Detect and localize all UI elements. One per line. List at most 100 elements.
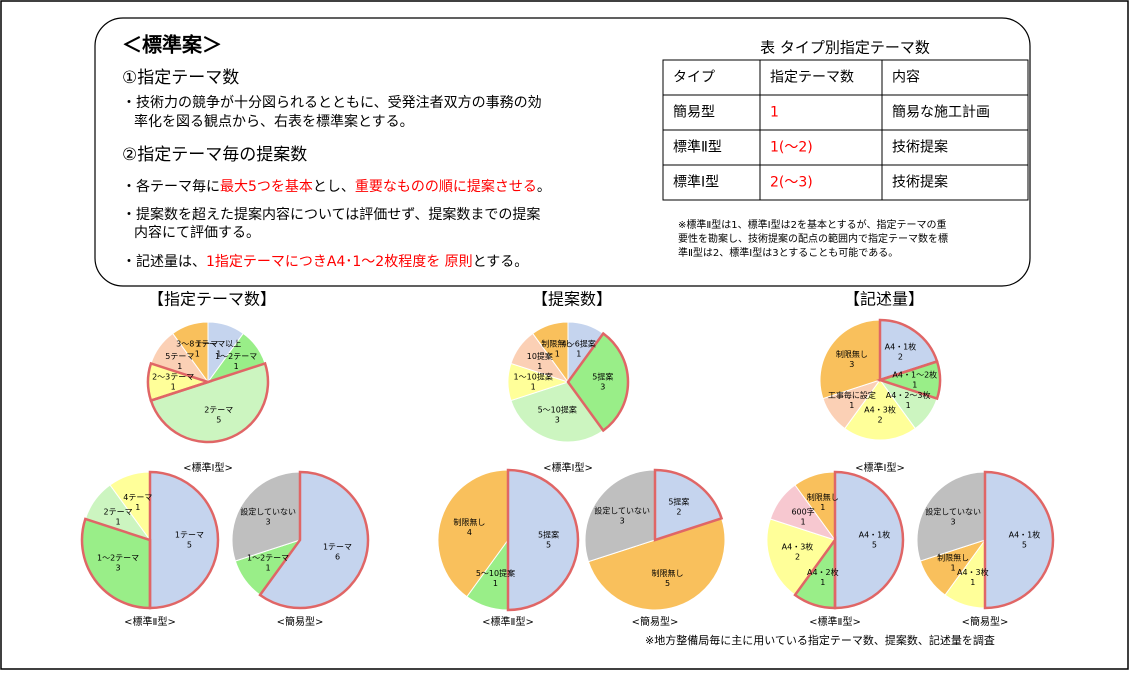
slice-value: 1: [195, 349, 200, 358]
panel-title: ＜標準案＞: [122, 33, 222, 57]
slice-highlight: [146, 361, 213, 403]
slice-value: 1: [970, 578, 975, 587]
slice-value: 1: [234, 362, 239, 371]
slice-value: 1: [820, 503, 825, 512]
slice-label: 5提案: [668, 497, 689, 507]
slice-value: 1: [906, 401, 911, 410]
slice-value: 3: [266, 517, 271, 526]
slice-label: 1～2テーマ: [97, 554, 139, 563]
table-header: タイプ: [673, 70, 715, 86]
slice-label: 4テーマ: [123, 493, 152, 502]
slice-value: 1: [116, 517, 121, 526]
pie-slice: [584, 469, 656, 563]
slice-label: A4・1枚: [885, 341, 917, 351]
pie-slice: [532, 321, 569, 384]
slice-label: A4・3枚: [782, 542, 814, 552]
footnote: ※地方整備局毎に主に用いている指定テーマ数、提案数、記述量を調査: [645, 633, 995, 647]
slice-label: 設定していない: [925, 506, 981, 516]
table-cell: [881, 129, 1029, 166]
bullet-line: ・各テーマ毎に最大5つを基本とし、重要なものの順に提案させる。: [122, 178, 551, 195]
slice-value: 1: [912, 381, 917, 390]
table-text: 1: [770, 105, 779, 121]
slice-label: 5～10提案: [476, 568, 515, 578]
slice-label: 600字: [791, 506, 814, 516]
slice-highlight: [258, 470, 370, 610]
slice-label: 2テーマ: [104, 507, 133, 516]
pie-slice: [437, 469, 509, 598]
slice-label: A4・1～2枚: [892, 370, 937, 380]
slice-label: 3～8テーマ: [176, 339, 218, 348]
bullet-line: ・提案数を超えた提案内容については評価せず、提案数までの提案: [122, 206, 540, 223]
pie-slice: [844, 379, 916, 441]
slice-value: 2: [877, 415, 882, 424]
table-cell: [662, 164, 761, 201]
table-cell: [662, 129, 761, 166]
text-run: ・提案数を超えた提案内容については評価せず、提案数までの提案: [122, 206, 540, 223]
group-title: 【指定テーマ数】: [148, 290, 276, 309]
slice-value: 5: [1022, 541, 1027, 550]
slice-label: 1テーマ以上: [196, 339, 241, 348]
slice-highlight: [983, 470, 1055, 610]
slice-label: 5～10提案: [538, 405, 577, 415]
slice-highlight: [653, 468, 724, 542]
pie-caption: <標準Ⅰ型>: [855, 461, 905, 474]
slice-label: 1テーマ: [175, 531, 204, 540]
pie-caption: <標準Ⅰ型>: [183, 461, 233, 474]
section-heading: ①指定テーマ数: [122, 68, 239, 88]
slice-label: 1テーマ: [323, 543, 352, 552]
bullet-line: 内容にて評価する。: [134, 224, 260, 241]
table-header: 内容: [892, 69, 920, 86]
slice-value: 1: [493, 579, 498, 588]
slice-value: 1: [576, 349, 581, 358]
slice-label: 5テーマ: [165, 352, 194, 361]
pie-caption: <標準Ⅱ型>: [124, 615, 176, 628]
slice-value: 1: [801, 517, 806, 526]
slice-value: 1: [266, 564, 271, 573]
slice-value: 3: [951, 517, 956, 526]
slice-label: A4・1枚: [859, 530, 891, 540]
slice-label: 1～10提案: [514, 372, 553, 382]
text-run: 。: [537, 179, 551, 195]
text-run: 内容にて評価する。: [134, 224, 260, 241]
slice-value: 1: [555, 349, 560, 358]
table-text: 簡易な施工計画: [892, 105, 990, 121]
pie-caption: <簡易型>: [632, 615, 679, 628]
pie-slice: [510, 381, 604, 443]
slice-label: 2テーマ: [204, 406, 233, 415]
slice-highlight: [149, 361, 270, 444]
pie-slice: [766, 518, 836, 596]
text-run: 重要なものの順に提案させる: [355, 178, 537, 195]
table-cell: [881, 164, 1029, 201]
table-note: 準Ⅱ型は2、標準Ⅰ型は3とすることも可能である。: [678, 246, 898, 259]
slice-highlight: [878, 318, 939, 382]
slice-value: 4: [467, 528, 472, 537]
slice-label: A4・1枚: [1009, 530, 1041, 540]
slice-label: A4・3枚: [957, 567, 989, 577]
slice-value: 2: [795, 553, 800, 562]
table-header: 指定テーマ数: [770, 70, 854, 86]
slice-label: 設定していない: [240, 506, 296, 516]
table-caption: 表 タイプ別指定テーマ数: [760, 39, 930, 57]
text-run: ・各テーマ毎に: [122, 179, 220, 195]
pie-slice: [819, 319, 881, 400]
slice-highlight: [833, 470, 905, 610]
table-cell: [759, 59, 883, 96]
text-run: とし、: [313, 179, 355, 195]
section-heading: ②指定テーマ毎の提案数: [122, 145, 307, 165]
slice-value: 1: [531, 383, 536, 392]
slice-label: 制限無し: [453, 517, 485, 527]
text-run: 最大5つを基本: [220, 178, 313, 195]
slice-value: 1: [177, 362, 182, 371]
text-run: ・記述量は、: [122, 253, 206, 270]
slice-value: 5: [872, 541, 877, 550]
table-text: 2(～3): [770, 175, 813, 191]
slice-highlight: [566, 331, 630, 433]
text-run: とする。: [473, 254, 529, 270]
table-text: 技術提案: [892, 139, 948, 156]
pie-caption: <標準Ⅰ型>: [543, 461, 593, 474]
pie-caption: <標準Ⅱ型>: [809, 615, 861, 628]
slice-label: 制限無し: [807, 492, 839, 502]
table-text: 1(～2): [770, 140, 813, 156]
pie-slice: [172, 321, 209, 384]
pie-slice: [587, 517, 726, 611]
